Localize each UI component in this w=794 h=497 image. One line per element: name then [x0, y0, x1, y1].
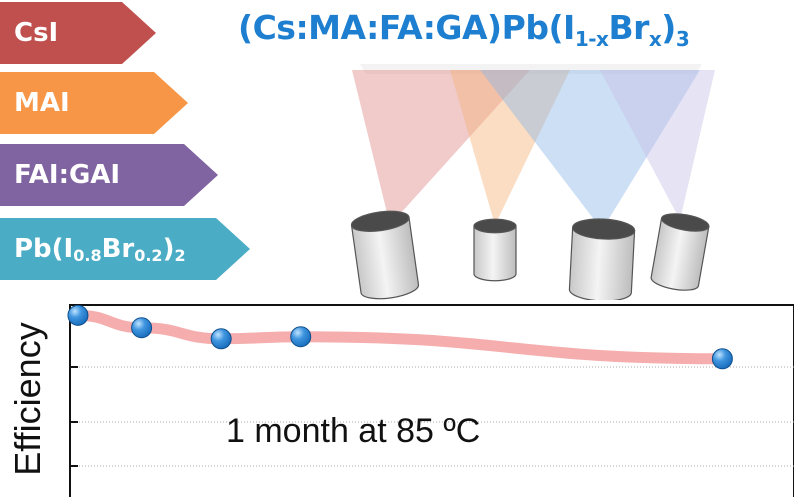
- csi-precursor-arrow: CsI: [0, 2, 156, 64]
- vapor-beam-2: [480, 70, 700, 230]
- pb-halide-precursor-arrow: Pb(I0.8Br0.2)2: [0, 218, 250, 280]
- substrate-plane: [360, 64, 702, 74]
- fai-gai-precursor-arrow: FAI:GAI: [0, 144, 218, 206]
- plot-frame: [69, 304, 794, 497]
- evaporation-source-icon-3: [650, 213, 710, 291]
- vapor-beam-1: [450, 70, 570, 225]
- perovskite-formula: (Cs:MA:FA:GA)Pb(I1-xBrx)3: [238, 8, 690, 51]
- csi-label: CsI: [14, 18, 59, 48]
- data-point: [290, 326, 312, 348]
- vapor-beams: [352, 70, 715, 230]
- y-ticks: [70, 366, 78, 467]
- co-evaporation-scene: [350, 64, 715, 300]
- mai-label: MAI: [14, 88, 70, 118]
- data-point: [210, 328, 232, 350]
- data-point: [67, 304, 89, 326]
- evaporation-source-icon-2: [568, 218, 636, 300]
- data-point: [711, 348, 733, 370]
- grid-lines: [70, 366, 794, 467]
- evaporation-sources: [350, 210, 710, 300]
- y-axis-label: Efficiency: [7, 322, 48, 476]
- chart-annotation: 1 month at 85 ºC: [226, 412, 481, 450]
- data-point: [131, 317, 153, 339]
- mai-precursor-arrow: MAI: [0, 72, 188, 134]
- vapor-beam-3: [600, 70, 715, 220]
- vapor-beam-0: [352, 70, 530, 225]
- efficiency-chart: [67, 304, 794, 497]
- evaporation-source-icon-1: [473, 218, 517, 282]
- evaporation-source-icon-0: [350, 210, 420, 300]
- pb-halide-label: Pb(I0.8Br0.2)2: [14, 233, 186, 265]
- efficiency-trend-line: [72, 309, 728, 365]
- data-points: [67, 304, 733, 370]
- fai-gai-label: FAI:GAI: [14, 160, 121, 190]
